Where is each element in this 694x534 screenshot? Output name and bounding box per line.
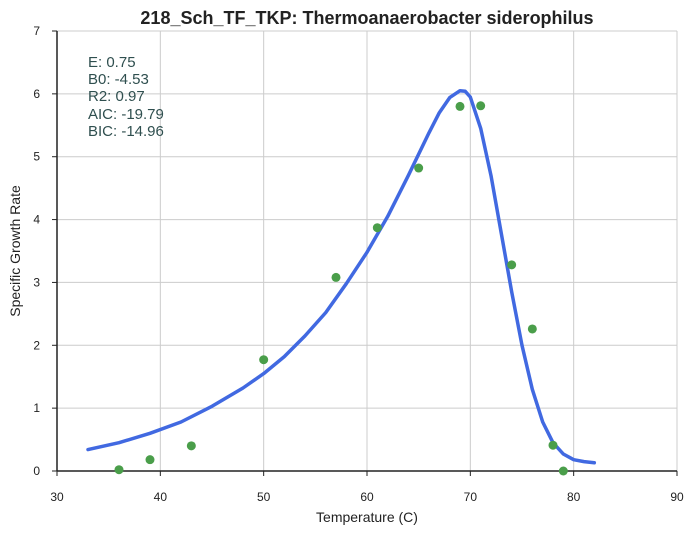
data-point [558, 466, 568, 476]
data-point [455, 101, 465, 111]
annotation-aic: AIC: -19.79 [88, 106, 164, 123]
grid [57, 30, 678, 471]
data-point [145, 455, 155, 465]
x-tick-label: 50 [257, 490, 271, 504]
annotation-b0: B0: -4.53 [88, 71, 149, 88]
axes: 30 40 50 60 70 80 90 0 1 2 3 4 5 6 7 [33, 24, 684, 504]
fit-statistics: E: 0.75 B0: -4.53 R2: 0.97 AIC: -19.79 B… [88, 54, 164, 140]
y-axis-label: Specific Growth Rate [7, 185, 23, 317]
fitted-curve-layer [86, 88, 597, 465]
y-tick-label: 5 [33, 150, 40, 164]
y-tick-label: 0 [33, 464, 40, 478]
y-tick-label: 3 [33, 275, 40, 289]
x-tick-label: 30 [50, 490, 64, 504]
fitted-curve [86, 88, 597, 465]
data-point [186, 441, 196, 451]
y-tick-label: 7 [33, 24, 40, 38]
data-point [507, 260, 517, 270]
y-tick-label: 4 [33, 213, 40, 227]
y-tick-label: 1 [33, 401, 40, 415]
annotation-r2: R2: 0.97 [88, 88, 145, 105]
data-point [414, 163, 424, 173]
x-tick-label: 60 [360, 490, 374, 504]
y-tick-label: 6 [33, 87, 40, 101]
data-point [548, 440, 558, 450]
data-point [372, 223, 382, 233]
x-tick-label: 80 [567, 490, 581, 504]
annotation-e: E: 0.75 [88, 54, 136, 71]
annotation-bic: BIC: -14.96 [88, 123, 164, 140]
data-points-layer [114, 101, 568, 476]
x-axis-label: Temperature (C) [316, 509, 418, 525]
y-tick-label: 2 [33, 338, 40, 352]
x-tick-label: 70 [464, 490, 478, 504]
data-point [527, 324, 537, 334]
data-point [331, 272, 341, 282]
x-tick-label: 90 [670, 490, 684, 504]
x-tick-label: 40 [154, 490, 168, 504]
data-point [259, 355, 269, 365]
data-point [476, 101, 486, 111]
chart-title: 218_Sch_TF_TKP: Thermoanaerobacter sider… [140, 8, 593, 28]
data-point [114, 465, 124, 475]
